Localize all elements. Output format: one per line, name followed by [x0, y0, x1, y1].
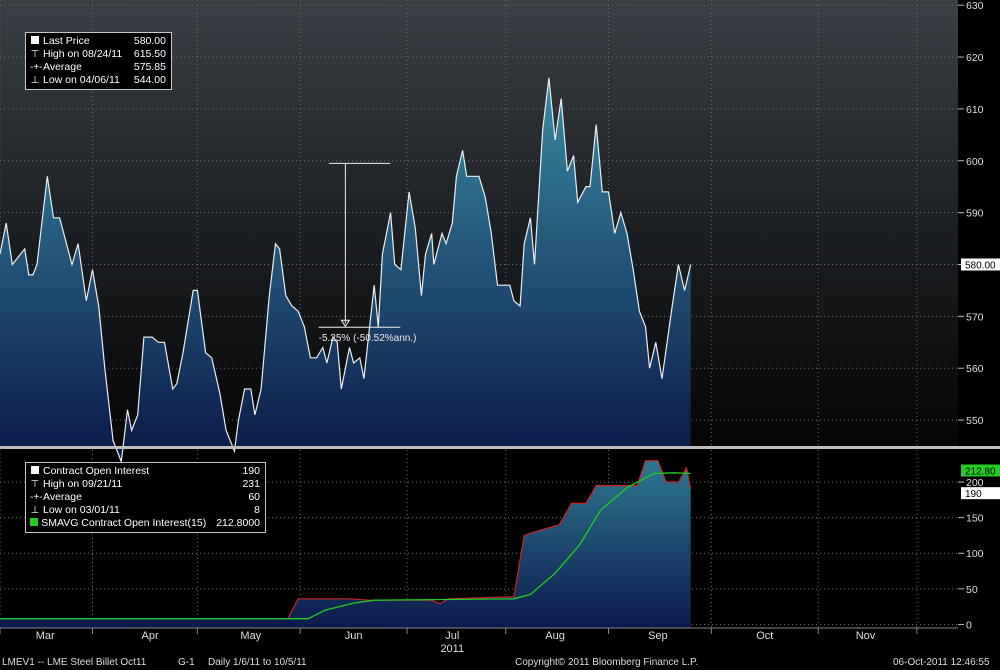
ytick-label-oi-2: 100	[966, 548, 984, 560]
last-price-tag-box	[961, 258, 1000, 271]
ytick-label-price-0: 550	[966, 415, 984, 427]
price-legend: Last Price 580.00 ⊤ High on 08/24/11 615.50…	[25, 32, 172, 90]
open-interest-legend: Contract Open Interest 190 ⊤ High on 09/21…	[25, 462, 266, 533]
smavg-line	[0, 472, 691, 620]
ytick-label-oi-0: 0	[966, 619, 972, 631]
ytick-label-price-6: 610	[966, 104, 984, 116]
footer-range: Daily 1/6/11 to 10/5/11	[208, 657, 307, 668]
price-area	[0, 77, 691, 462]
month-label-1: Apr	[142, 630, 159, 642]
square-icon	[31, 466, 39, 474]
annotation-label: -5.25% (-50.52%ann.)	[319, 333, 417, 344]
open-interest-area	[0, 460, 691, 628]
legend-row-low: ⊥ Low on 04/06/11 544.00	[30, 74, 166, 86]
open-interest-line	[0, 460, 692, 620]
green-square-icon	[30, 518, 39, 526]
month-label-5: Aug	[545, 630, 565, 642]
average-marker-icon: -+-	[30, 492, 43, 503]
footer-bar: LMEV1 -- LME Steel Billet Oct11 G-1 Dail…	[0, 655, 1000, 670]
ytick-label-price-2: 570	[966, 311, 984, 323]
legend-row-low: ⊥ Low on 03/01/11 8	[30, 504, 260, 516]
legend-row-high: ⊤ High on 09/21/11 231	[30, 478, 260, 490]
legend-row-open-interest: Contract Open Interest 190	[30, 465, 260, 478]
ytick-label-price-8: 630	[966, 0, 984, 12]
month-label-7: Oct	[756, 630, 773, 642]
month-label-0: Mar	[36, 630, 55, 642]
ytick-label-price-1: 560	[966, 363, 984, 375]
legend-row-smavg: SMAVG Contract Open Interest(15) 212.8000	[30, 517, 260, 530]
ytick-label-oi-1: 50	[966, 584, 978, 596]
annotation-arrow	[340, 319, 351, 328]
legend-row-average: -+- Average 60	[30, 491, 260, 503]
month-label-8: Nov	[856, 630, 876, 642]
legend-row-last-price: Last Price 580.00	[30, 35, 166, 48]
footer-copyright: Copyright© 2011 Bloomberg Finance L.P.	[515, 657, 699, 668]
smavg-last-tag: 212.80	[965, 466, 996, 477]
square-icon	[31, 36, 39, 44]
footer-page: G-1	[178, 657, 195, 668]
chart-canvas: 5505605705805906006106206300501001502005…	[0, 0, 1000, 655]
low-marker-icon: ⊥	[30, 505, 40, 516]
month-label-3: Jun	[345, 630, 363, 642]
footer-ticker: LMEV1 -- LME Steel Billet Oct11	[2, 657, 147, 668]
low-marker-icon: ⊥	[30, 75, 40, 86]
average-marker-icon: -+-	[30, 62, 43, 73]
last-price-tag: 580.00	[965, 260, 996, 271]
footer-timestamp: 06-Oct-2011 12:46:55	[893, 657, 990, 668]
ytick-label-oi-4: 200	[966, 477, 984, 489]
legend-row-high: ⊤ High on 08/24/11 615.50	[30, 48, 166, 60]
ytick-label-oi-3: 150	[966, 513, 984, 525]
ytick-label-price-7: 620	[966, 52, 984, 64]
high-marker-icon: ⊤	[30, 49, 40, 60]
month-label-4: Jul	[445, 630, 459, 642]
month-label-6: Sep	[648, 630, 668, 642]
ytick-label-price-5: 600	[966, 156, 984, 168]
high-marker-icon: ⊤	[30, 479, 40, 490]
smavg-last-tag-box	[961, 464, 1000, 477]
oi-last-tag-box	[961, 487, 1000, 500]
oi-last-tag: 190	[965, 489, 982, 500]
ytick-label-price-4: 590	[966, 208, 984, 220]
price-line	[0, 77, 692, 462]
month-label-2: May	[240, 630, 261, 642]
year-label: 2011	[440, 643, 464, 655]
legend-row-average: -+- Average 575.85	[30, 61, 166, 73]
